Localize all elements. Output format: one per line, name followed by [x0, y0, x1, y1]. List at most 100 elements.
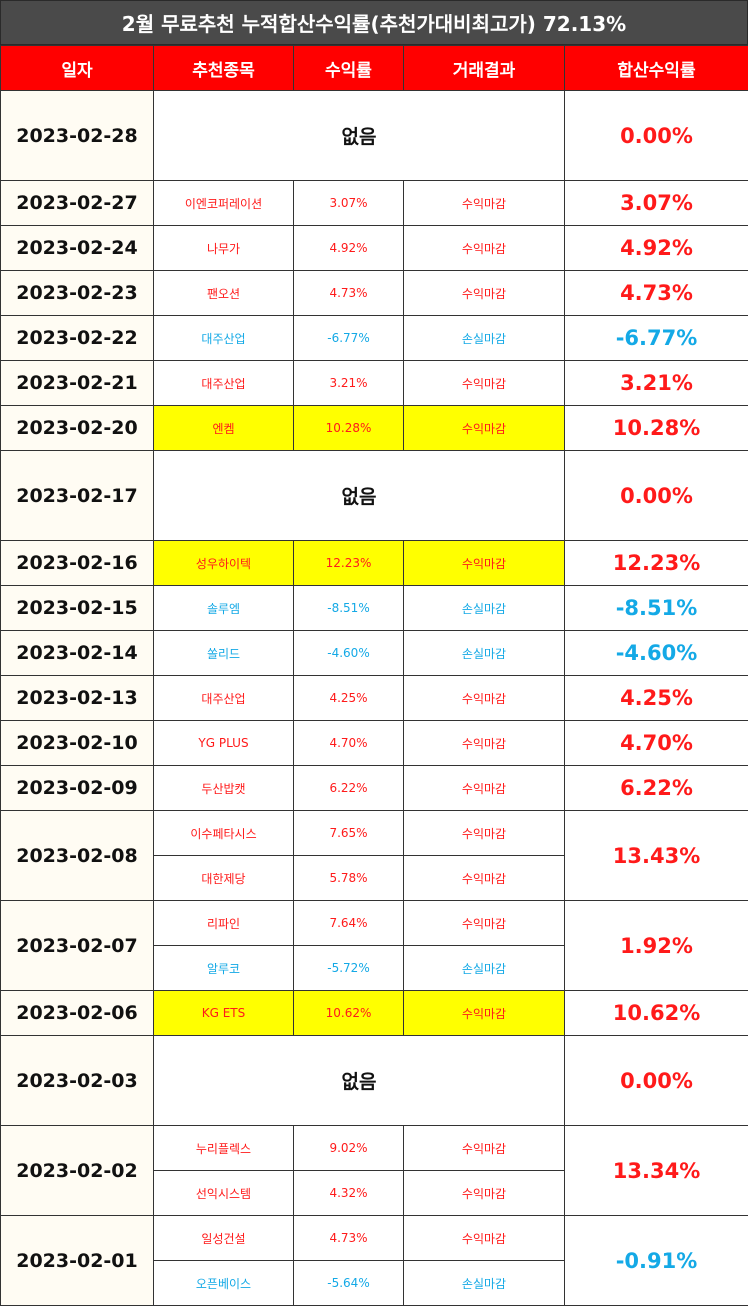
stock-name-cell: 나무가 — [153, 225, 294, 271]
date-cell: 2023-02-13 — [0, 675, 154, 721]
stock-name-cell: 엔켐 — [153, 405, 294, 451]
total-return-cell: 0.00% — [564, 1035, 748, 1126]
stock-name-cell: 팬오션 — [153, 270, 294, 316]
return-cell: -5.72% — [293, 945, 404, 991]
table-row: 2023-02-07 리파인 7.64% 수익마감 1.92% — [0, 900, 748, 991]
result-cell: 손실마감 — [403, 630, 565, 676]
stock-name-cell: 대주산업 — [153, 360, 294, 406]
table-row: 2023-02-27 이엔코퍼레이션 3.07% 수익마감 3.07% — [0, 180, 748, 226]
return-cell: 3.21% — [293, 360, 404, 406]
stock-name-cell: KG ETS — [153, 990, 294, 1036]
return-cell: -4.60% — [293, 630, 404, 676]
return-cell: 6.22% — [293, 765, 404, 811]
return-cell: 7.65% — [293, 810, 404, 856]
table-row: 2023-02-01 일성건설 4.73% 수익마감 -0.91% — [0, 1215, 748, 1306]
result-cell: 손실마감 — [403, 585, 565, 631]
header-stock: 추천종목 — [153, 45, 294, 91]
total-return-cell: 4.92% — [564, 225, 748, 271]
table-row: 2023-02-03 없음 0.00% — [0, 1035, 748, 1126]
result-cell: 손실마감 — [403, 315, 565, 361]
total-return-cell: 1.92% — [564, 900, 748, 991]
date-cell: 2023-02-10 — [0, 720, 154, 766]
total-return-cell: 4.70% — [564, 720, 748, 766]
stock-name-cell: 리파인 — [153, 900, 294, 946]
result-cell: 수익마감 — [403, 720, 565, 766]
total-return-cell: -8.51% — [564, 585, 748, 631]
result-cell: 수익마감 — [403, 405, 565, 451]
return-cell: 10.62% — [293, 990, 404, 1036]
date-cell: 2023-02-20 — [0, 405, 154, 451]
result-cell: 수익마감 — [403, 810, 565, 856]
table-row: 2023-02-24 나무가 4.92% 수익마감 4.92% — [0, 225, 748, 271]
total-return-cell: 0.00% — [564, 90, 748, 181]
result-cell: 수익마감 — [403, 1170, 565, 1216]
date-cell: 2023-02-24 — [0, 225, 154, 271]
header-row: 일자 추천종목 수익률 거래결과 합산수익률 — [0, 45, 748, 91]
stock-name-cell: 대주산업 — [153, 675, 294, 721]
no-pick-cell: 없음 — [153, 1035, 565, 1126]
table-row: 2023-02-10 YG PLUS 4.70% 수익마감 4.70% — [0, 720, 748, 766]
result-cell: 수익마감 — [403, 270, 565, 316]
return-cell: 4.70% — [293, 720, 404, 766]
returns-table: 일자 추천종목 수익률 거래결과 합산수익률 2023-02-28 없음 0.00%… — [0, 45, 748, 1306]
result-cell: 수익마감 — [403, 540, 565, 586]
total-return-cell: 4.73% — [564, 270, 748, 316]
return-cell: 4.73% — [293, 270, 404, 316]
result-cell: 손실마감 — [403, 1260, 565, 1306]
date-cell: 2023-02-08 — [0, 810, 154, 901]
result-cell: 수익마감 — [403, 1215, 565, 1261]
total-return-cell: -6.77% — [564, 315, 748, 361]
table-row: 2023-02-13 대주산업 4.25% 수익마감 4.25% — [0, 675, 748, 721]
header-total-return: 합산수익률 — [564, 45, 748, 91]
date-cell: 2023-02-15 — [0, 585, 154, 631]
stock-name-cell: YG PLUS — [153, 720, 294, 766]
total-return-cell: 10.62% — [564, 990, 748, 1036]
result-cell: 수익마감 — [403, 900, 565, 946]
return-cell: 10.28% — [293, 405, 404, 451]
result-cell: 수익마감 — [403, 360, 565, 406]
date-cell: 2023-02-16 — [0, 540, 154, 586]
return-cell: -5.64% — [293, 1260, 404, 1306]
date-cell: 2023-02-06 — [0, 990, 154, 1036]
table-row: 2023-02-21 대주산업 3.21% 수익마감 3.21% — [0, 360, 748, 406]
result-cell: 수익마감 — [403, 180, 565, 226]
no-pick-cell: 없음 — [153, 450, 565, 541]
table-row: 대한제당 5.78% 수익마감 — [1, 855, 748, 901]
table-row: 2023-02-23 팬오션 4.73% 수익마감 4.73% — [0, 270, 748, 316]
total-return-cell: 4.25% — [564, 675, 748, 721]
date-cell: 2023-02-21 — [0, 360, 154, 406]
sheet-title: 2월 무료추천 누적합산수익률(추천가대비최고가) 72.13% — [0, 0, 748, 45]
date-cell: 2023-02-14 — [0, 630, 154, 676]
table-row: 알루코 -5.72% 손실마감 — [1, 945, 748, 991]
table-row: 2023-02-15 솔루엠 -8.51% 손실마감 -8.51% — [0, 585, 748, 631]
header-date: 일자 — [0, 45, 154, 91]
total-return-cell: -0.91% — [564, 1215, 748, 1306]
result-cell: 손실마감 — [403, 945, 565, 991]
date-cell: 2023-02-28 — [0, 90, 154, 181]
total-return-cell: 12.23% — [564, 540, 748, 586]
table-row: 2023-02-14 쏠리드 -4.60% 손실마감 -4.60% — [0, 630, 748, 676]
return-cell: 5.78% — [293, 855, 404, 901]
date-cell: 2023-02-02 — [0, 1125, 154, 1216]
total-return-cell: 0.00% — [564, 450, 748, 541]
no-pick-cell: 없음 — [153, 90, 565, 181]
table-row: 선익시스템 4.32% 수익마감 — [1, 1170, 748, 1216]
stock-name-cell: 일성건설 — [153, 1215, 294, 1261]
return-cell: 7.64% — [293, 900, 404, 946]
total-return-cell: 3.07% — [564, 180, 748, 226]
result-cell: 수익마감 — [403, 1125, 565, 1171]
result-cell: 수익마감 — [403, 675, 565, 721]
return-cell: -8.51% — [293, 585, 404, 631]
total-return-cell: 13.34% — [564, 1125, 748, 1216]
date-cell: 2023-02-07 — [0, 900, 154, 991]
date-cell: 2023-02-03 — [0, 1035, 154, 1126]
stock-name-cell: 대한제당 — [153, 855, 294, 901]
result-cell: 수익마감 — [403, 765, 565, 811]
return-cell: 4.25% — [293, 675, 404, 721]
table-row: 2023-02-08 이수페타시스 7.65% 수익마감 13.43% — [0, 810, 748, 901]
return-cell: 3.07% — [293, 180, 404, 226]
stock-name-cell: 대주산업 — [153, 315, 294, 361]
return-cell: 12.23% — [293, 540, 404, 586]
total-return-cell: 6.22% — [564, 765, 748, 811]
